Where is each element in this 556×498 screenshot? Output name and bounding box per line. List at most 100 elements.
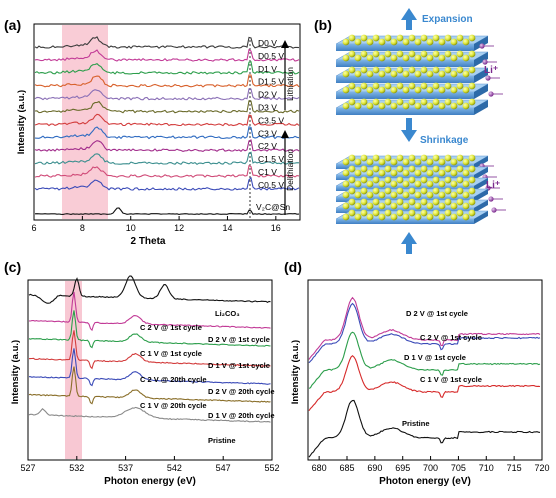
atom (408, 98, 416, 106)
atom (444, 50, 452, 58)
xrd-curve-label: D0 V (258, 38, 277, 48)
atom (414, 191, 422, 199)
atom (402, 180, 410, 188)
atom (378, 86, 386, 94)
atom (396, 165, 404, 173)
atom (408, 165, 416, 173)
atom (444, 82, 452, 90)
x-tick-label: 552 (264, 463, 279, 473)
atom (432, 176, 440, 184)
x-tick-label: 680 (312, 463, 327, 473)
atom (408, 187, 416, 195)
x-tick-label: 695 (395, 463, 410, 473)
x-tick-label: 685 (339, 463, 354, 473)
atom (372, 165, 380, 173)
atom (354, 38, 362, 46)
atom (348, 198, 356, 206)
xrd-curve (34, 100, 300, 114)
atom (462, 180, 470, 188)
atom (378, 38, 386, 46)
atom (402, 70, 410, 78)
expansion-arrow-icon (401, 8, 417, 30)
panel-c-labels: C 2 V @ 1st cycle C 1 V @ 1st cycle C 2 V … (140, 309, 275, 445)
xrd-curve-label: D1.5 V (258, 77, 284, 87)
x-tick-label: 720 (534, 463, 549, 473)
atom (360, 198, 368, 206)
atom (462, 202, 470, 210)
layer-side (474, 100, 488, 115)
atom (396, 82, 404, 90)
atom (438, 70, 446, 78)
atom (426, 54, 434, 62)
atom (462, 38, 470, 46)
atom (348, 165, 356, 173)
li-label-bottom: Li⁺ (486, 180, 500, 191)
atom (366, 213, 374, 221)
layer-slab (336, 219, 474, 224)
xrd-curve (34, 126, 300, 140)
shrunk-layers (335, 154, 506, 224)
atom (378, 70, 386, 78)
panel-b: (b) Expansion Shrinkage Li⁺ Li⁺ (314, 8, 506, 254)
atom (468, 198, 476, 206)
atom (390, 86, 398, 94)
li-ion (488, 196, 494, 202)
xrd-curve (34, 74, 300, 88)
xrd-curve (34, 36, 300, 49)
atom (450, 38, 458, 46)
atom (408, 82, 416, 90)
atom (396, 98, 404, 106)
li-ion (488, 91, 494, 97)
atom (354, 86, 362, 94)
atom (408, 50, 416, 58)
compress-arrow-icon (401, 232, 417, 254)
layer-slab (336, 208, 474, 213)
atom (462, 54, 470, 62)
atom (414, 158, 422, 166)
atom (366, 169, 374, 177)
xas-o-label: C 1 V @ 20th cycle (140, 401, 207, 410)
atom (432, 66, 440, 74)
xas-o-label: D 1 V @ 20th cycle (208, 411, 275, 420)
atom (426, 38, 434, 46)
atom (384, 198, 392, 206)
x-tick-label: 6 (31, 223, 36, 233)
atom (444, 165, 452, 173)
atom (420, 198, 428, 206)
atom (378, 102, 386, 110)
atom (342, 180, 350, 188)
atom (462, 158, 470, 166)
atom (468, 165, 476, 173)
atom (396, 176, 404, 184)
atom (384, 82, 392, 90)
layer-side (474, 167, 488, 180)
xas-o-label: D 2 V @ 1st cycle (208, 335, 270, 344)
panel-a-xlabel: 2 Theta (130, 236, 165, 247)
li-ion (491, 207, 497, 213)
atom (402, 54, 410, 62)
x-tick-label: 705 (451, 463, 466, 473)
atom (438, 102, 446, 110)
panel-c-xlabel: Photon energy (eV) (104, 476, 196, 487)
atom (348, 66, 356, 74)
xas-o-curve (28, 291, 271, 332)
xas-o-curve (28, 366, 271, 405)
layer-slab (336, 108, 474, 115)
atom (444, 98, 452, 106)
atom (348, 50, 356, 58)
panel-d-xlabel: Photon energy (eV) (379, 476, 471, 487)
atom (402, 86, 410, 94)
atom (450, 158, 458, 166)
atom (468, 176, 476, 184)
atom (342, 102, 350, 110)
xrd-curve-label: C3.5 V (258, 115, 284, 125)
atom (396, 50, 404, 58)
panel-a-labels: D0 V D0.5 V D1 V D1.5 V D2 V D3 V C3.5 V C3 V C2… (256, 38, 290, 212)
atom (438, 158, 446, 166)
atom (354, 191, 362, 199)
atom (390, 70, 398, 78)
atom (426, 202, 434, 210)
xas-o-curve (28, 406, 271, 423)
